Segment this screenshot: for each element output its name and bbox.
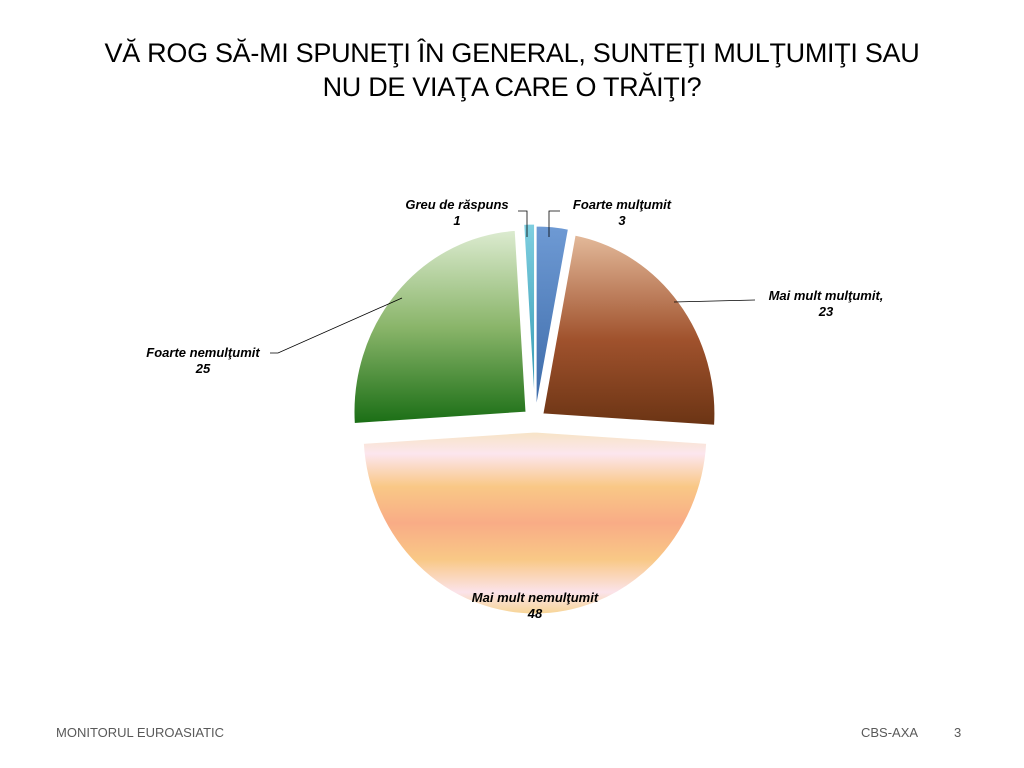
data-label-value-foarte-multumit: 3	[618, 213, 626, 228]
data-label-name-greu-de-raspuns: Greu de răspuns	[405, 197, 508, 212]
data-label-value-mai-mult-multumit: 23	[818, 304, 834, 319]
data-label-value-foarte-nemultumit: 25	[195, 361, 211, 376]
slide-title: VĂ ROG SĂ-MI SPUNEŢI ÎN GENERAL, SUNTEŢI…	[60, 36, 964, 104]
data-label-name-foarte-multumit: Foarte mulţumit	[573, 197, 672, 212]
data-label-name-mai-mult-nemultumit: Mai mult nemulţumit	[472, 590, 599, 605]
pie-slice-foarte-nemultumit	[353, 229, 527, 425]
data-label-name-mai-mult-multumit: Mai mult mulţumit,	[769, 288, 884, 303]
leader-line-mai-mult-multumit	[673, 299, 756, 303]
pie-slice-greu-de-raspuns	[523, 223, 536, 407]
footer-org-text: CBS-AXA	[861, 725, 919, 740]
data-label-value-greu-de-raspuns: 1	[453, 213, 460, 228]
leader-line-foarte-nemultumit	[270, 297, 403, 354]
title-line-1: VĂ ROG SĂ-MI SPUNEŢI ÎN GENERAL, SUNTEŢI…	[104, 38, 920, 68]
data-label-value-mai-mult-nemultumit: 48	[527, 606, 543, 621]
pie-slice-mai-mult-nemultumit	[362, 431, 708, 615]
pie-slice-foarte-multumit	[535, 225, 569, 409]
title-line-2: NU DE VIAŢA CARE O TRĂIŢI?	[322, 72, 702, 102]
pie-slice-mai-mult-multumit	[542, 234, 716, 426]
footer-left-text: MONITORUL EUROASIATIC	[56, 725, 225, 740]
leader-line-greu-de-raspuns	[518, 210, 528, 237]
leader-line-foarte-multumit	[548, 210, 560, 237]
data-label-name-foarte-nemultumit: Foarte nemulţumit	[146, 345, 260, 360]
page-number: 3	[954, 725, 962, 740]
